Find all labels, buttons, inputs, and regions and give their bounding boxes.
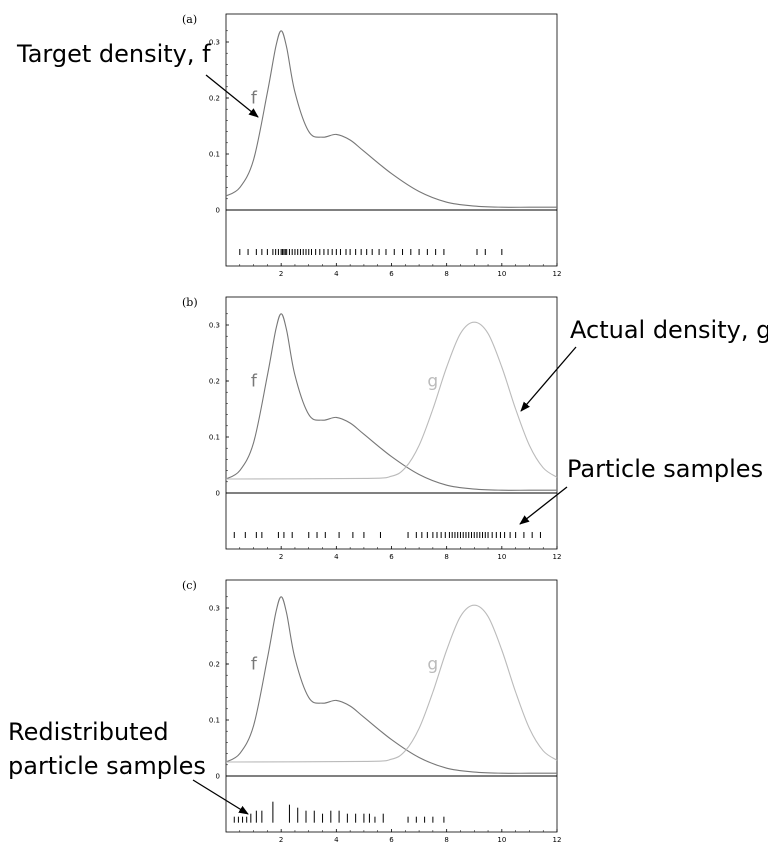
annotation-text: Particle samples (567, 455, 763, 483)
x-tick-label: 2 (279, 836, 283, 844)
annotation-arrow (519, 486, 568, 525)
annotation-text: particle samples (8, 752, 206, 780)
x-tick-label: 6 (389, 836, 394, 844)
x-tick-label: 10 (497, 836, 506, 844)
x-tick-label: 6 (389, 553, 394, 561)
x-tick-label: 8 (444, 270, 448, 278)
x-tick-label: 12 (553, 836, 562, 844)
y-tick-label: 0.3 (209, 39, 220, 47)
x-tick-label: 12 (553, 270, 562, 278)
y-tick-label: 0.3 (209, 322, 220, 330)
annotation-3: Particle samples (519, 455, 763, 525)
chart-panel-3: 0 0.1 0.2 0.3 2 4 6 8 10 12 f g (c) (182, 579, 561, 844)
y-tick-label: 0.1 (209, 151, 220, 159)
annotation-text: Redistributed (8, 718, 169, 746)
annotation-text: Target density, f (16, 40, 211, 68)
annotation-arrow (192, 779, 249, 815)
x-tick-label: 10 (497, 270, 506, 278)
panel-label: (a) (182, 13, 197, 26)
curve-label-g: g (427, 372, 438, 392)
curve-label-f: f (251, 655, 258, 675)
curve-label-g: g (427, 655, 438, 675)
x-tick-label: 4 (334, 836, 339, 844)
density-curve-f (225, 596, 558, 774)
density-curve-f (225, 30, 557, 208)
density-curve-g (225, 321, 558, 480)
curve-label-f: f (251, 89, 258, 109)
y-tick-label: 0 (216, 490, 220, 498)
panel-label: (c) (182, 579, 197, 592)
plot-frame (225, 579, 558, 833)
x-tick-label: 6 (389, 270, 394, 278)
y-tick-label: 0 (216, 773, 220, 781)
plot-frame (225, 296, 558, 550)
y-tick-label: 0.1 (209, 434, 220, 442)
x-tick-label: 12 (553, 553, 562, 561)
density-curve-g (225, 604, 558, 763)
chart-panel-1: 0 0.1 0.2 0.3 2 4 6 8 10 12 f (a) (182, 13, 561, 278)
curve-label-f: f (251, 372, 258, 392)
panel-label: (b) (182, 296, 198, 309)
y-tick-label: 0.2 (209, 661, 220, 669)
x-tick-label: 4 (334, 270, 339, 278)
annotation-2: Actual density, g (520, 316, 768, 412)
y-tick-label: 0.2 (209, 378, 220, 386)
x-tick-label: 8 (444, 553, 448, 561)
y-tick-label: 0.1 (209, 717, 220, 725)
annotation-text: Actual density, g (570, 316, 768, 344)
x-tick-label: 10 (497, 553, 506, 561)
y-tick-label: 0 (216, 207, 220, 215)
x-tick-label: 2 (279, 270, 283, 278)
y-tick-label: 0.3 (209, 605, 220, 613)
annotation-arrow (205, 74, 259, 118)
y-tick-label: 0.2 (209, 95, 220, 103)
x-tick-label: 4 (334, 553, 339, 561)
panels: 0 0.1 0.2 0.3 2 4 6 8 10 12 f (a) 0 0.1 0.2 0.3 2 4 6 8 10 12… (182, 13, 561, 844)
annotation-4: Redistributed particle samples (8, 718, 249, 815)
annotations: Target density, f Actual density, g Partic… (8, 40, 768, 815)
chart-panel-2: 0 0.1 0.2 0.3 2 4 6 8 10 12 f g (b) (182, 296, 561, 561)
annotation-arrow (520, 346, 577, 412)
annotation-1: Target density, f (16, 40, 259, 118)
plot-frame (225, 13, 558, 267)
x-tick-label: 2 (279, 553, 283, 561)
x-tick-label: 8 (444, 836, 448, 844)
density-curve-f (225, 313, 557, 491)
